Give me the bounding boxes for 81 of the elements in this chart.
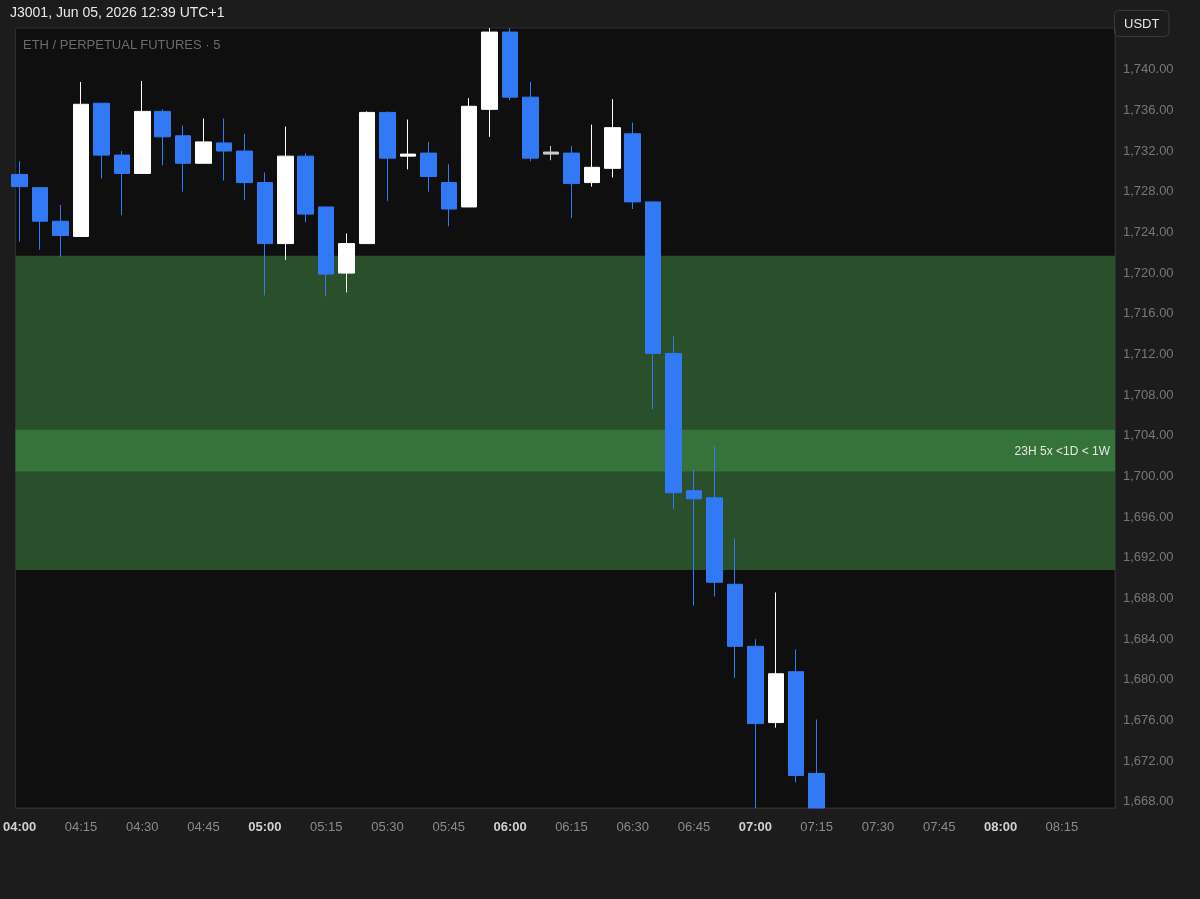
candlestick	[114, 150, 130, 216]
candlestick	[788, 648, 804, 784]
y-axis-title: USDT	[1124, 16, 1160, 31]
candlestick	[52, 204, 69, 258]
y-tick-label: 1,728.00	[1123, 183, 1174, 199]
candlestick	[318, 206, 334, 297]
candlestick	[645, 201, 661, 410]
candlestick	[706, 445, 723, 597]
candlestick	[502, 27, 518, 101]
x-tick-label: 06:15	[555, 819, 588, 834]
candlestick	[11, 160, 28, 243]
y-tick-label: 1,700.00	[1123, 467, 1174, 483]
candlestick	[359, 110, 375, 245]
candlestick	[338, 232, 355, 293]
y-tick-label: 1,724.00	[1123, 223, 1174, 239]
candlestick	[481, 27, 498, 138]
candlestick	[461, 97, 477, 208]
x-tick-label: 06:00	[493, 819, 527, 834]
candlestick	[543, 145, 559, 161]
candlestick	[604, 98, 621, 178]
y-tick-label: 1,716.00	[1123, 305, 1174, 321]
y-tick-label: 1,676.00	[1123, 712, 1174, 728]
band-label: 23H 5x <1D < 1W	[1014, 443, 1111, 458]
candlestick	[277, 126, 294, 261]
y-tick-label: 1,704.00	[1123, 427, 1174, 443]
x-tick-label: 06:30	[616, 819, 649, 834]
candlestick	[93, 102, 110, 180]
candlestick	[420, 141, 437, 193]
x-tick-label: 06:45	[677, 819, 711, 834]
candlestick	[257, 171, 273, 296]
y-tick-label: 1,668.00	[1123, 793, 1174, 809]
candlestick	[522, 81, 539, 162]
candlestick	[175, 125, 191, 193]
x-tick-label: 07:15	[800, 819, 833, 834]
y-tick-label: 1,696.00	[1123, 508, 1174, 524]
candlestick	[154, 108, 171, 166]
candlestick	[624, 122, 641, 210]
text: ETH / PERPETUAL FUTURES · 5	[23, 37, 221, 52]
x-tick-label: 04:30	[125, 819, 159, 834]
candlestick	[32, 187, 48, 251]
y-tick-label: 1,692.00	[1123, 549, 1174, 565]
candlestick	[727, 538, 743, 679]
candlestick	[73, 81, 89, 237]
x-tick-label: 07:30	[861, 819, 895, 834]
y-tick-label: 1,736.00	[1123, 101, 1174, 117]
x-tick-label: 04:00	[3, 819, 37, 834]
x-tick-label: 08:00	[983, 819, 1018, 834]
x-tick-label: 05:15	[309, 819, 343, 834]
y-tick-label: 1,708.00	[1123, 386, 1174, 402]
candlestick	[379, 110, 396, 202]
candlestick	[808, 719, 825, 809]
x-tick-label: 05:30	[371, 819, 404, 834]
y-tick-label: 1,688.00	[1123, 589, 1174, 605]
y-tick-label: 1,732.00	[1123, 142, 1174, 158]
x-tick-label: 04:45	[187, 819, 220, 834]
candlestick	[134, 80, 151, 174]
candlestick	[216, 118, 232, 182]
candlestick	[747, 638, 764, 809]
candlestick	[665, 335, 682, 510]
candlestick	[686, 468, 702, 607]
candlestick	[236, 133, 253, 201]
text: J3001, Jun 05, 2026 12:39 UTC+1	[10, 4, 225, 20]
candlestick	[400, 119, 416, 170]
y-tick-label: 1,672.00	[1123, 752, 1174, 768]
x-tick-label: 05:45	[432, 819, 466, 834]
candlestick	[584, 124, 600, 188]
candlestick	[195, 118, 212, 164]
x-tick-label: 04:15	[64, 819, 98, 834]
y-tick-label: 1,680.00	[1123, 671, 1174, 687]
candlestick	[441, 163, 457, 227]
candlestick	[297, 152, 314, 223]
x-tick-label: 07:45	[922, 819, 956, 834]
candlestick	[768, 591, 784, 729]
candlestick	[563, 145, 580, 219]
x-tick-label: 07:00	[738, 819, 772, 834]
x-tick-label: 05:00	[248, 819, 282, 834]
y-tick-label: 1,684.00	[1123, 630, 1174, 646]
y-tick-label: 1,712.00	[1123, 345, 1174, 361]
x-tick-label: 08:15	[1045, 819, 1079, 834]
y-tick-label: 1,720.00	[1123, 264, 1174, 280]
y-tick-label: 1,740.00	[1123, 61, 1174, 77]
